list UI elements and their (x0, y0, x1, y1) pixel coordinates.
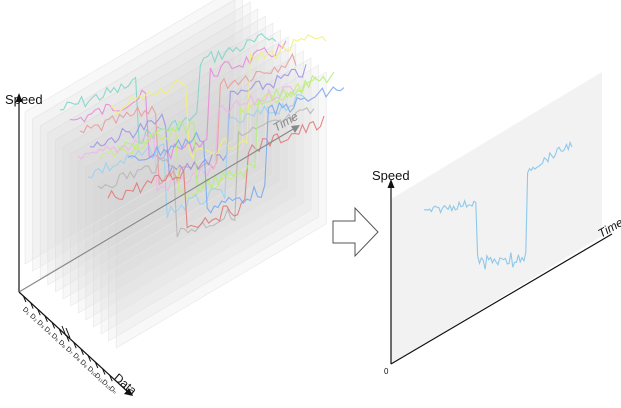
day-tick-label: D₄ (43, 326, 54, 337)
speed-trace (109, 34, 327, 160)
day-plane (32, 0, 243, 272)
day-tick-label: D₅ (50, 333, 61, 344)
right-plane (391, 72, 602, 364)
stacked-day-planes (24, 0, 327, 349)
day-plane (47, 8, 259, 286)
day-tick-label: D₂ (28, 313, 39, 324)
left-time-axis-arrowhead (291, 125, 300, 133)
day-plane (77, 36, 289, 314)
day-tick (102, 368, 106, 375)
day-tick (94, 361, 99, 369)
speed-trace (89, 64, 307, 174)
left-speed-label: Speed (5, 92, 43, 107)
day-plane (85, 43, 297, 321)
data-axis-break (61, 325, 71, 339)
day-tick (58, 328, 63, 336)
right-time-axis (390, 233, 613, 365)
day-tick-label: D₃ (35, 319, 46, 330)
right-origin-label: 0 (384, 367, 389, 376)
left-y-axis-arrowhead (15, 93, 23, 102)
day-tick-label: D₁ (21, 306, 32, 317)
speed-trace (77, 86, 295, 193)
speed-trace (79, 52, 297, 186)
day-tick (44, 315, 48, 322)
speed-trace (97, 107, 315, 238)
day-tick (66, 335, 70, 342)
day-tick-label: D₈ (71, 352, 82, 363)
left-data-axis-arrowhead (124, 388, 133, 396)
day-tick (51, 322, 56, 329)
day-tick (109, 375, 113, 382)
speed-trace (117, 71, 335, 193)
day-tick (22, 295, 27, 303)
right-y-axis-arrowhead (387, 179, 395, 188)
right-speed-trace (423, 140, 573, 270)
day-tick-label: D₇ (64, 346, 75, 357)
day-tick (87, 355, 92, 362)
day-ticks (22, 295, 113, 382)
speed-trace (59, 33, 277, 145)
speed-trace (127, 86, 345, 214)
left-axes (15, 93, 300, 396)
speed-trace (107, 115, 325, 229)
day-tick (37, 309, 41, 316)
day-tick (30, 302, 34, 309)
day-tick-label: D₉ (79, 359, 90, 370)
right-speed-label: Speed (372, 168, 410, 183)
day-tick (80, 348, 84, 355)
day-tick (73, 342, 77, 349)
day-tick-label: Dₙ (107, 385, 118, 396)
right-arrow-icon (332, 206, 379, 258)
left-time-axis (18, 127, 296, 293)
day-tick-label: D₆ (57, 339, 68, 350)
